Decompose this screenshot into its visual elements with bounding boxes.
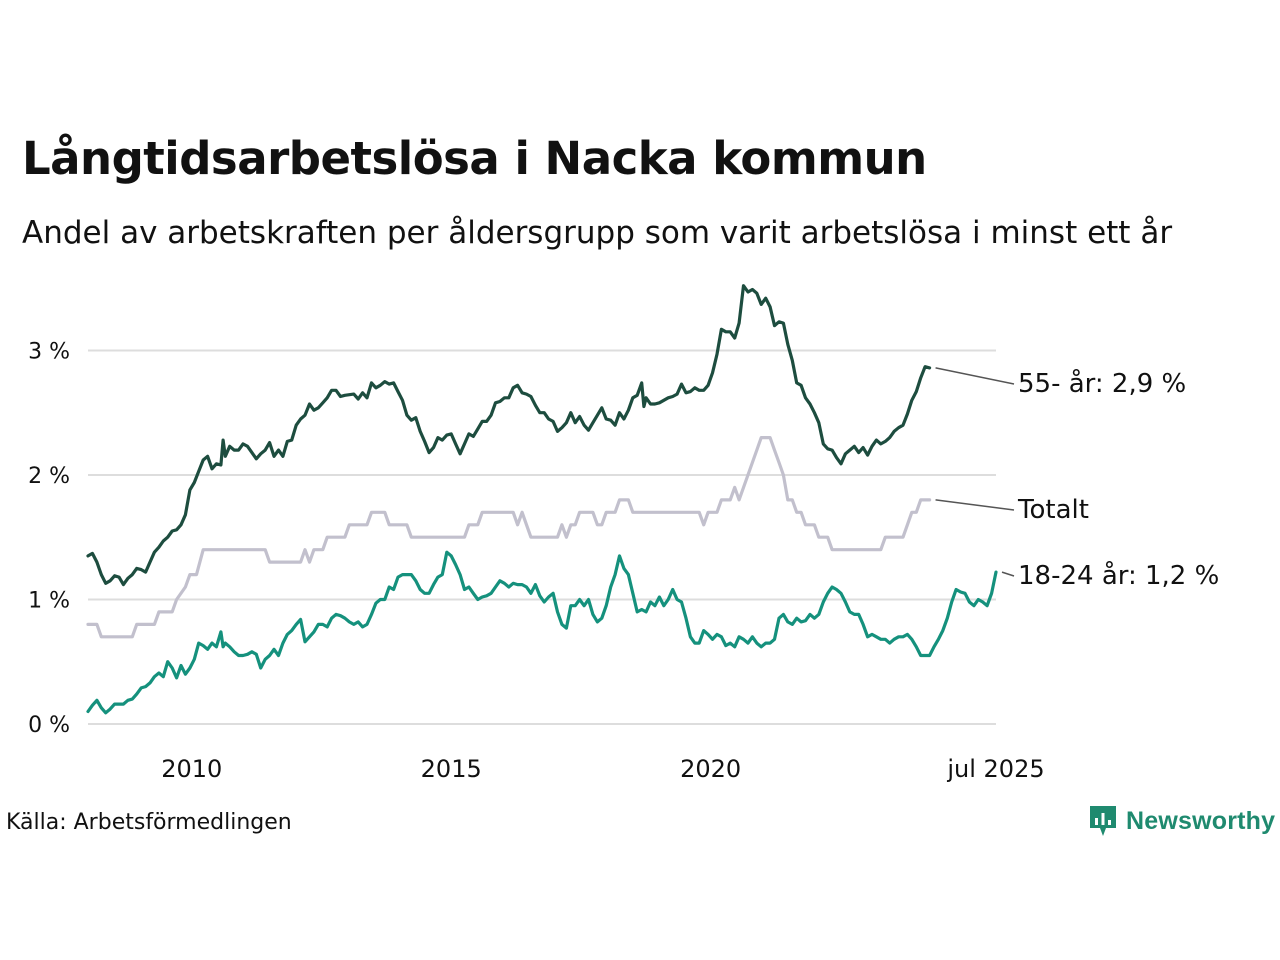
y-tick-label: 0 % [28, 713, 70, 738]
y-axis-ticks: 0 % 1 % 2 % 3 % [28, 339, 70, 738]
x-axis-ticks: 2010 2015 2020 jul 2025 [161, 755, 1044, 783]
series-line-older [86, 284, 932, 587]
y-tick-label: 2 % [28, 464, 70, 489]
y-tick-label: 3 % [28, 339, 70, 364]
series-line-total [86, 436, 932, 639]
end-label-total: Totalt [1017, 495, 1089, 525]
series-end-labels: Totalt 55- år: 2,9 % 18-24 år: 1,2 % [935, 367, 1219, 591]
series-lines [86, 284, 998, 715]
end-label-connector-total [935, 499, 1015, 511]
x-tick-label: jul 2025 [946, 755, 1044, 783]
chart-subtitle: Andel av arbetskraften per åldersgrupp s… [22, 215, 1173, 251]
newsworthy-logo: Newsworthy [1088, 804, 1275, 838]
end-label-young: 18-24 år: 1,2 % [1018, 560, 1219, 591]
x-tick-label: 2020 [680, 755, 741, 783]
end-label-connector-young [1001, 571, 1015, 577]
y-tick-label: 1 % [28, 588, 70, 613]
end-label-older: 55- år: 2,9 % [1018, 368, 1186, 399]
series-line-young [86, 550, 998, 715]
source-note: Källa: Arbetsförmedlingen [6, 810, 292, 835]
x-tick-label: 2015 [421, 755, 482, 783]
x-tick-label: 2010 [161, 755, 222, 783]
bar-chart-logo-icon [1090, 806, 1116, 836]
chart-title: Långtidsarbetslösa i Nacka kommun [22, 132, 927, 185]
brand-name: Newsworthy [1126, 806, 1276, 835]
end-label-connector-older [935, 367, 1015, 385]
